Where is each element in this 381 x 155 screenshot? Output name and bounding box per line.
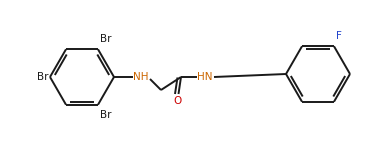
Text: Br: Br	[37, 72, 48, 82]
Text: Br: Br	[100, 110, 112, 120]
Text: Br: Br	[100, 34, 112, 44]
Text: O: O	[173, 96, 181, 106]
Text: F: F	[336, 31, 342, 41]
Text: HN: HN	[197, 72, 213, 82]
Text: NH: NH	[133, 72, 149, 82]
